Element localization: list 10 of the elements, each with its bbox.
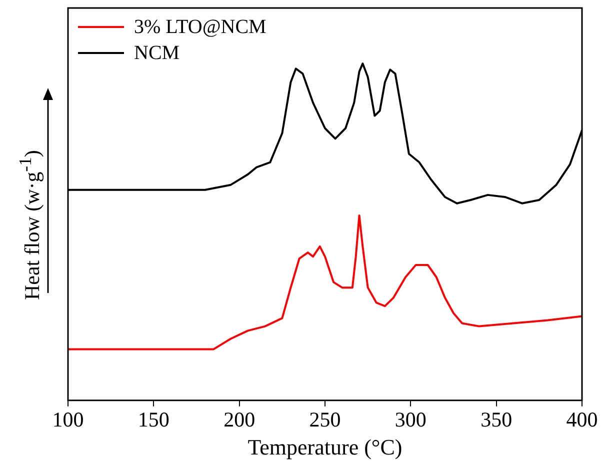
legend-label: 3% LTO@NCM — [134, 16, 266, 38]
x-tick-label: 200 — [224, 408, 256, 432]
x-tick-label: 300 — [394, 408, 426, 432]
x-tick-label: 250 — [309, 408, 341, 432]
x-tick-label: 350 — [480, 408, 512, 432]
legend-label: NCM — [134, 42, 180, 64]
x-tick-label: 150 — [138, 408, 170, 432]
x-tick-label: 100 — [52, 408, 84, 432]
x-axis-title: Temperature (°C) — [248, 434, 402, 460]
x-tick-label: 400 — [566, 408, 598, 432]
